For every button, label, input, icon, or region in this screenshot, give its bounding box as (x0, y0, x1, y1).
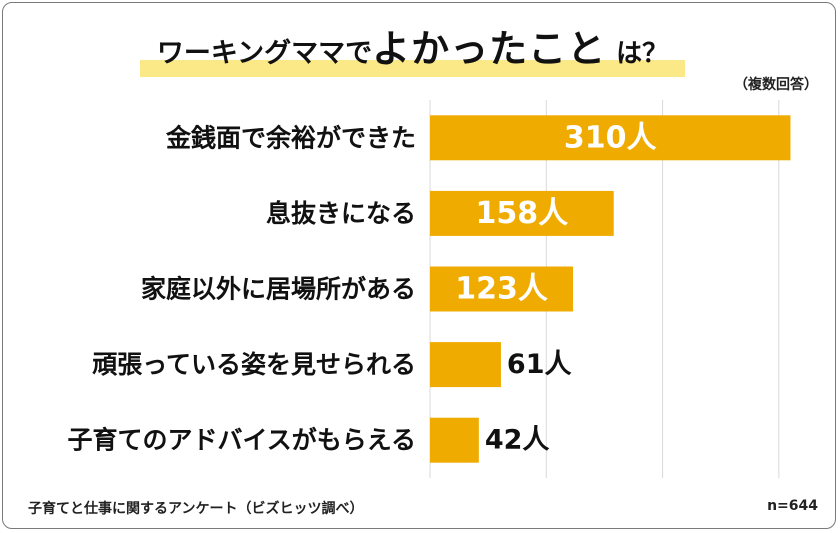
bar (430, 266, 574, 312)
category-label: 家庭以外に居場所がある (141, 275, 416, 304)
chart-title: ワーキングママでよかったこと は？ (140, 18, 685, 73)
value-label: 310人 (564, 120, 657, 155)
value-label: 123人 (455, 272, 548, 307)
title-area: ワーキングママでよかったこと は？ (140, 14, 685, 78)
bar (430, 342, 501, 388)
value-label: 61人 (507, 349, 572, 380)
category-label: 頑張っている姿を見せられる (92, 350, 416, 379)
category-label: 金銭面で余裕ができた (165, 123, 416, 152)
category-label: 子育てのアドバイスがもらえる (67, 426, 416, 455)
bar (430, 190, 614, 236)
bar (430, 417, 479, 463)
title-highlight (140, 60, 685, 77)
title-part2: よかったこと (372, 27, 607, 71)
title-part3: は？ (616, 39, 669, 69)
bar (430, 115, 791, 161)
source-note: 子育てと仕事に関するアンケート（ビズヒッツ調べ） (28, 501, 364, 517)
multiple-answer-note: （複数回答） (734, 77, 818, 93)
title-part1: ワーキングママで (156, 38, 373, 69)
category-label: 息抜きになる (266, 199, 416, 228)
sample-size: n=644 (767, 498, 818, 514)
value-label: 42人 (485, 425, 550, 456)
value-label: 158人 (476, 196, 569, 231)
